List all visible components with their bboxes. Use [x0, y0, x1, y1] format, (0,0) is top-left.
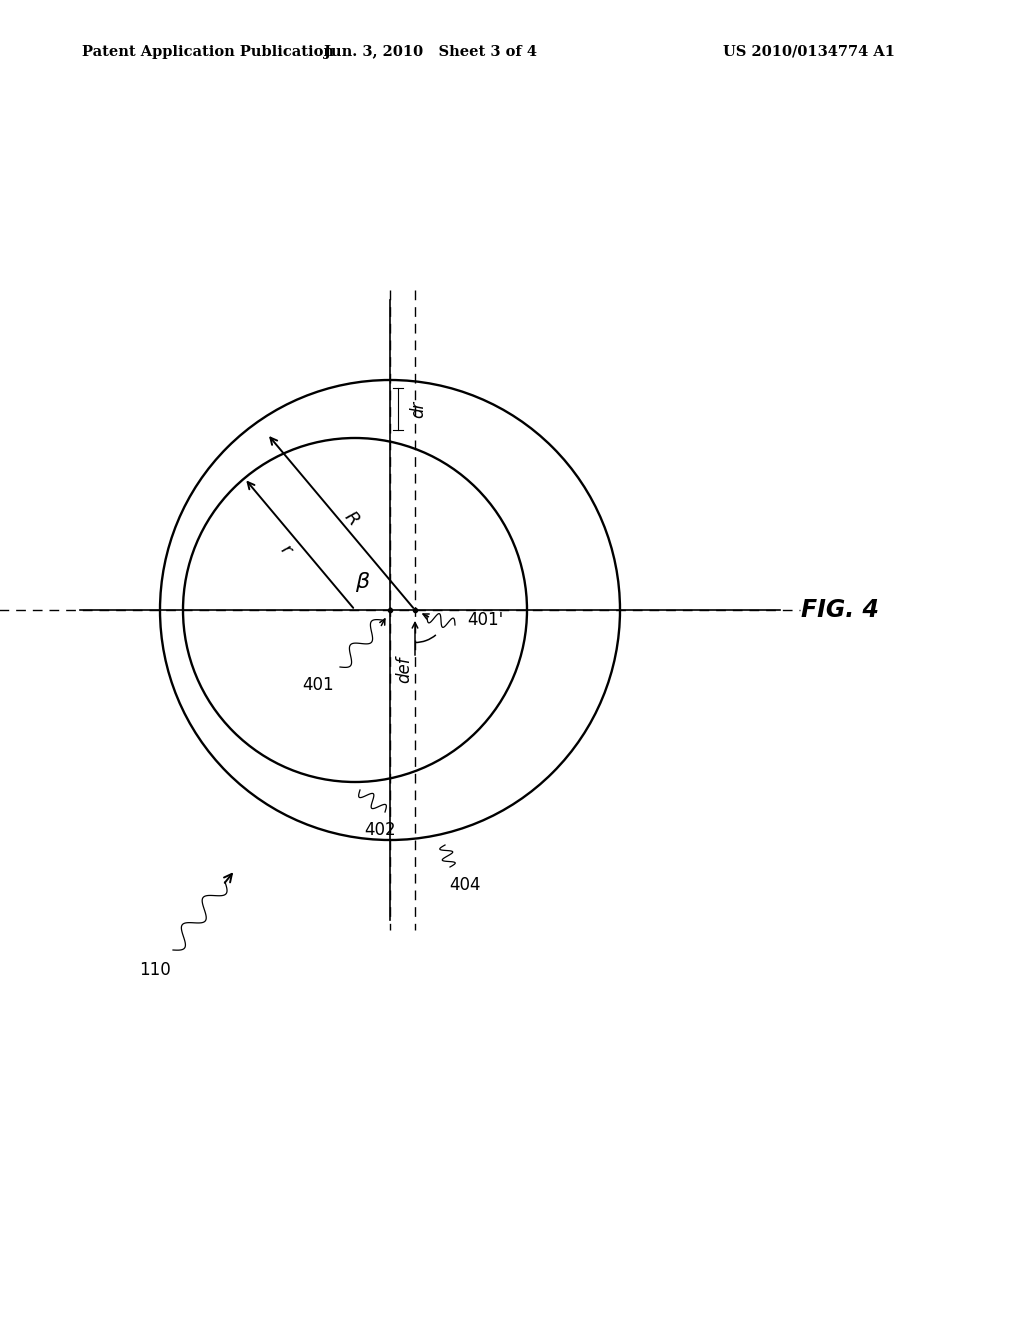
Text: dr: dr	[409, 400, 427, 417]
Text: 110: 110	[139, 961, 171, 979]
Text: r: r	[276, 541, 295, 558]
Text: Jun. 3, 2010   Sheet 3 of 4: Jun. 3, 2010 Sheet 3 of 4	[324, 45, 537, 59]
Text: $\beta$: $\beta$	[355, 570, 371, 594]
Text: 402: 402	[365, 821, 396, 840]
Text: 404: 404	[450, 876, 480, 894]
Text: FIG. 4: FIG. 4	[801, 598, 879, 622]
Text: 401': 401'	[467, 611, 503, 630]
Text: Patent Application Publication: Patent Application Publication	[82, 45, 334, 59]
Text: R: R	[341, 507, 362, 529]
Text: US 2010/0134774 A1: US 2010/0134774 A1	[723, 45, 895, 59]
Text: def: def	[395, 656, 414, 684]
Text: 401: 401	[302, 676, 334, 694]
